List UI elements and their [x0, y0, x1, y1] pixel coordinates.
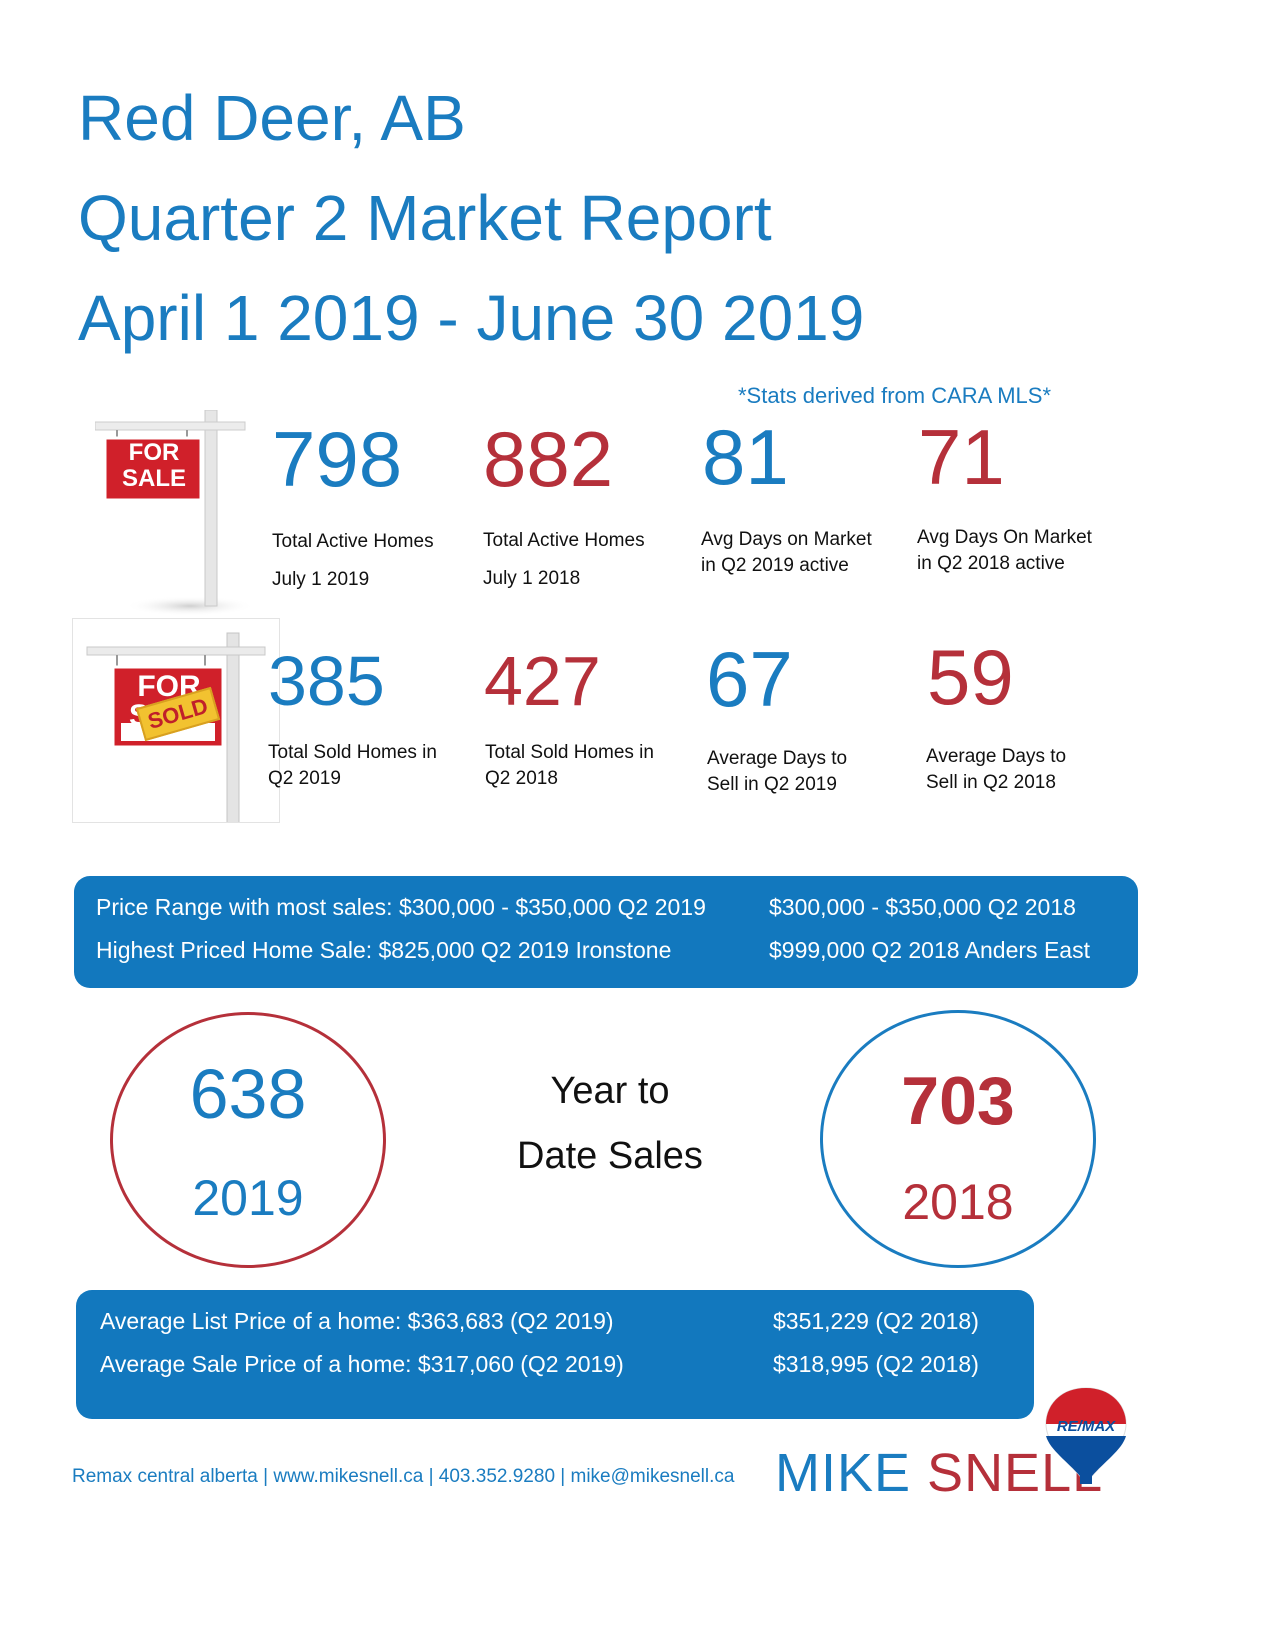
stat-active-2019-value: 798 [272, 415, 403, 503]
stat-dom-2018-value: 71 [918, 413, 1005, 501]
title-location: Red Deer, AB [78, 82, 466, 154]
avg-list-2019: Average List Price of a home: $363,683 (… [100, 1308, 614, 1334]
stat-active-2018-label: Total Active Homes July 1 2018 [483, 530, 645, 590]
stat-dom-2018-label: Avg Days On Market in Q2 2018 active [917, 527, 1092, 575]
stat-active-2018-value: 882 [483, 415, 614, 503]
sold-sign-image: FOR SALE SOLD [72, 618, 280, 823]
stats-source-note: *Stats derived from CARA MLS* [738, 383, 1052, 408]
ytd-2018-value: 703 [901, 1063, 1015, 1139]
avg-sale-2018: $318,995 (Q2 2018) [773, 1351, 979, 1377]
avg-sale-2019: Average Sale Price of a home: $317,060 (… [100, 1351, 624, 1377]
ytd-2018-year: 2018 [902, 1174, 1014, 1230]
stat-active-2019-label: Total Active Homes July 1 2019 [272, 531, 434, 591]
price-range-2019: Price Range with most sales: $300,000 - … [96, 894, 706, 920]
stat-sold-2018-label: Total Sold Homes in Q2 2018 [485, 742, 654, 790]
stat-sold-2019-value: 385 [268, 642, 385, 720]
title-date-range: April 1 2019 - June 30 2019 [78, 282, 865, 354]
ytd-2018-circle: 703 2018 [820, 1010, 1096, 1268]
average-price-band: Average List Price of a home: $363,683 (… [76, 1290, 1034, 1419]
avg-list-2018: $351,229 (Q2 2018) [773, 1308, 979, 1334]
stat-sold-2019-label: Total Sold Homes in Q2 2019 [268, 742, 437, 790]
for-sale-sign-line1: FOR [128, 439, 180, 466]
highest-sale-2019: Highest Priced Home Sale: $825,000 Q2 20… [96, 937, 672, 963]
stat-dom-2019-value: 81 [702, 413, 789, 501]
footer-contact: Remax central alberta | www.mikesnell.ca… [72, 1466, 735, 1487]
for-sale-sign-line2: SALE [121, 465, 186, 492]
stat-dts-2018-label: Average Days to Sell in Q2 2018 [926, 746, 1067, 794]
remax-logo-text: RE/MAX [1056, 1418, 1116, 1435]
stat-dts-2019-label: Average Days to Sell in Q2 2019 [707, 748, 848, 796]
stat-dom-2019-label: Avg Days on Market in Q2 2019 active [701, 529, 872, 577]
for-sale-sign-image: FOR SALE [94, 409, 255, 620]
stat-sold-2018-value: 427 [484, 642, 601, 720]
stat-dts-2018-value: 59 [927, 633, 1014, 721]
ytd-2019-value: 638 [189, 1055, 307, 1133]
brand-name: MIKE SNELL [775, 1446, 1103, 1500]
title-report: Quarter 2 Market Report [78, 182, 772, 254]
stat-dts-2019-value: 67 [706, 635, 793, 723]
ytd-label: Year to Date Sales [517, 1070, 703, 1177]
ytd-2019-year: 2019 [192, 1170, 304, 1226]
ytd-2019-circle: 638 2019 [110, 1012, 386, 1268]
brand-first: MIKE [775, 1443, 912, 1503]
price-range-2018: $300,000 - $350,000 Q2 2018 [769, 894, 1076, 920]
remax-balloon-logo: RE/MAX [1040, 1384, 1132, 1488]
price-range-band: Price Range with most sales: $300,000 - … [74, 876, 1138, 988]
highest-sale-2018: $999,000 Q2 2018 Anders East [769, 937, 1090, 963]
